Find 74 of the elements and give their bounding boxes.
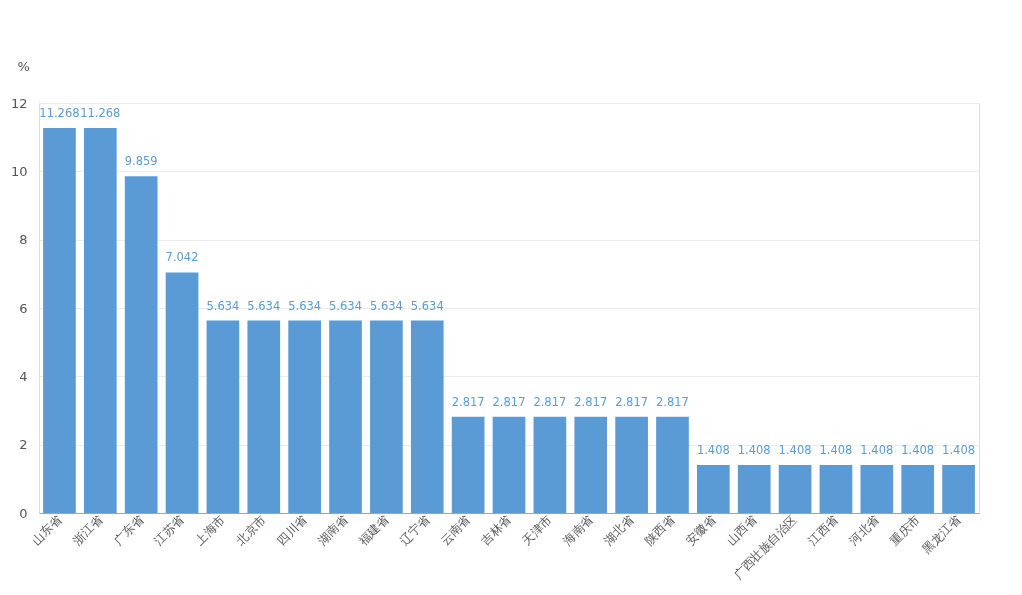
bar	[451, 416, 485, 513]
bar	[83, 128, 117, 513]
x-tick-label: 广东省	[110, 512, 147, 548]
data-label: 2.817	[656, 394, 689, 409]
x-tick-label: 山西省	[723, 512, 760, 548]
bar	[615, 416, 648, 513]
y-tick-label: 8	[19, 232, 28, 248]
x-tick-label: 浙江省	[69, 512, 106, 548]
bar	[492, 416, 526, 513]
y-tick-label: 6	[19, 300, 28, 316]
x-tick-label: 吉林省	[478, 512, 514, 548]
x-tick-label: 上海市	[192, 512, 228, 548]
data-label: 1.408	[860, 442, 894, 457]
x-tick-label: 陕西省	[642, 512, 678, 548]
y-tick-label: 12	[10, 95, 28, 111]
x-tick-label: 云南省	[437, 512, 474, 548]
x-tick-label: 湖南省	[315, 512, 351, 548]
bar	[737, 464, 771, 513]
bar	[574, 416, 608, 513]
x-tick-label: 海南省	[560, 512, 596, 548]
data-label: 11.268	[39, 106, 80, 121]
bar	[901, 464, 935, 513]
data-label: 1.408	[778, 442, 812, 457]
bar	[206, 320, 240, 513]
data-label: 5.634	[369, 298, 403, 313]
bar	[778, 464, 812, 513]
y-axis-title: %	[17, 58, 30, 74]
bar	[533, 416, 567, 513]
y-tick-label: 2	[19, 437, 28, 453]
y-tick-label: 0	[19, 505, 28, 521]
data-label: 1.408	[819, 442, 853, 457]
data-label: 1.408	[696, 442, 730, 457]
data-label: 2.817	[615, 394, 649, 409]
bar	[410, 320, 444, 513]
bar	[247, 320, 281, 513]
data-label: 2.817	[574, 394, 608, 409]
data-label: 1.408	[737, 442, 771, 457]
x-tick-label: 辽宁省	[396, 512, 433, 548]
y-tick-label: 4	[19, 368, 28, 384]
y-tick-label: 10	[10, 163, 28, 179]
x-tick-label: 北京市	[233, 512, 269, 548]
x-tick-label: 四川省	[274, 512, 310, 548]
x-tick-label: 天津市	[519, 512, 555, 548]
x-tick-label: 江苏省	[151, 512, 187, 548]
data-label: 5.634	[247, 298, 281, 313]
data-label: 2.817	[533, 394, 567, 409]
x-tick-label: 福建省	[355, 512, 392, 548]
x-tick-label: 山东省	[29, 512, 65, 548]
data-label: 5.634	[288, 298, 322, 313]
x-tick-label: 安徽省	[682, 512, 719, 548]
bar	[124, 176, 158, 513]
data-label: 5.634	[329, 298, 362, 313]
data-label: 1.408	[901, 442, 935, 457]
bar	[942, 464, 975, 513]
bar	[43, 128, 76, 513]
x-tick-label: 河北省	[846, 512, 882, 548]
data-label: 11.268	[80, 106, 121, 121]
bar	[288, 320, 321, 513]
x-tick-label: 湖北省	[601, 512, 637, 548]
bar	[860, 464, 894, 513]
data-label: 5.634	[410, 298, 444, 313]
data-label: 7.042	[165, 250, 199, 265]
bar	[697, 464, 730, 513]
data-label: 5.634	[206, 298, 240, 313]
bar	[370, 320, 403, 513]
bar	[165, 272, 199, 513]
data-label: 2.817	[492, 394, 526, 409]
data-label: 2.817	[451, 394, 485, 409]
x-tick-label: 江西省	[805, 512, 841, 548]
data-label: 1.408	[942, 442, 976, 457]
bar	[819, 464, 853, 513]
data-label: 9.859	[124, 154, 158, 169]
bar	[329, 320, 362, 513]
bar	[656, 416, 689, 513]
